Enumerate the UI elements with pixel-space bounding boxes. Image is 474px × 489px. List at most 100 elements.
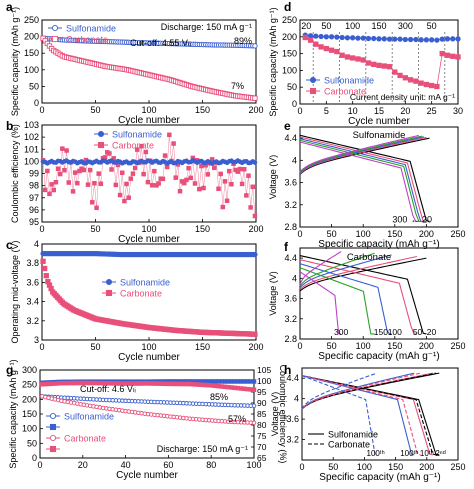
data-point	[164, 164, 170, 170]
data-point	[429, 37, 435, 43]
data-point	[429, 82, 435, 89]
legend-label-carbonate: Carbonate	[64, 434, 106, 444]
charge-curve-150	[299, 135, 423, 173]
x-tick-label: 100	[356, 229, 371, 239]
data-point	[455, 36, 461, 42]
y-tick-label: 250	[282, 15, 297, 25]
x-tick-label: 0	[299, 462, 304, 472]
x-tick-label: 50	[327, 341, 337, 351]
panel-letter-f: f	[284, 240, 289, 254]
panel-letter-a: a	[6, 0, 13, 14]
legend-label-carbonate: Carbonate	[112, 141, 154, 151]
data-point	[444, 52, 451, 58]
carbonate-trace	[42, 134, 256, 216]
discharge-curve-150	[299, 267, 375, 335]
data-point	[450, 53, 456, 59]
curve-label: 100ᵗʰ	[367, 449, 385, 458]
y-tick-label: 96	[29, 205, 39, 215]
data-point	[307, 33, 314, 39]
y-axis-label: Voltage (V)	[270, 392, 280, 437]
y-tick-label: 200	[282, 32, 297, 42]
x-tick-label: 100	[141, 105, 156, 115]
rate-label: 20	[301, 21, 311, 31]
annotation-300: 300	[392, 215, 407, 225]
data-point	[212, 165, 217, 171]
data-point	[318, 44, 324, 50]
data-point	[113, 182, 119, 188]
data-point	[122, 198, 127, 204]
data-point	[434, 83, 440, 90]
x-tick-label: 20	[400, 106, 410, 116]
data-point	[386, 36, 393, 42]
discharge-curve	[301, 375, 437, 456]
data-point	[355, 35, 361, 41]
data-point	[43, 273, 49, 279]
x-tick-label: 40	[121, 460, 131, 470]
data-point	[145, 179, 151, 185]
rate-label: 50	[321, 21, 331, 31]
data-point	[423, 81, 430, 88]
data-point	[216, 186, 221, 192]
y-tick-label: 3.6	[284, 178, 297, 188]
data-point	[53, 179, 59, 185]
y-tick-label: 100	[24, 156, 39, 166]
y-tick-label: 150	[24, 48, 39, 58]
data-point	[60, 146, 65, 151]
y-axis-label: Specific capacity (mAh g⁻¹)	[10, 7, 20, 116]
y-axis-label: Voltage (V)	[268, 271, 278, 316]
x-tick-label: 5	[324, 106, 329, 116]
data-point	[177, 188, 183, 194]
y-axis-label: Coulombic efficiency (%)	[10, 124, 20, 223]
curve-label: 100	[388, 327, 402, 337]
data-point	[239, 181, 245, 187]
plot-frame	[299, 247, 459, 340]
data-point	[222, 179, 228, 184]
y-axis-label: Specific capacity (mAh g⁻¹)	[268, 7, 278, 116]
x-axis-label: Cycle number	[118, 115, 180, 126]
panel-letter-h: h	[284, 363, 291, 377]
data-point	[186, 165, 191, 171]
data-point	[49, 434, 57, 442]
plot-frame	[301, 367, 459, 461]
chart-panel-g: 0 20 40 60 80 100 0 50 100 150 200 250 300 Cycle numb…	[8, 359, 288, 481]
data-point	[130, 171, 136, 176]
data-point	[226, 168, 232, 174]
data-point	[124, 181, 129, 187]
data-point	[439, 36, 445, 42]
data-point	[323, 34, 329, 40]
data-point	[407, 77, 414, 83]
annotation-discharge: Discharge: 150 mA g⁻¹	[161, 22, 252, 32]
charge-curve-150	[299, 252, 375, 287]
y-tick-label: 4	[294, 394, 299, 404]
charge-curve-100	[299, 254, 392, 289]
charge-curve-100	[299, 136, 424, 174]
data-point	[371, 61, 377, 68]
y-tick-label: 4.4	[286, 373, 299, 383]
data-point	[220, 204, 226, 210]
data-point	[143, 149, 149, 155]
y-right-tick-label: 95	[257, 387, 267, 397]
y-right-tick-label: 105	[257, 365, 271, 375]
curve-label: 150	[374, 327, 388, 337]
data-point	[413, 36, 419, 43]
data-point	[57, 171, 63, 177]
annotation-cutoff: Cut-off: 4.55 Vₗᵢ	[130, 38, 191, 48]
x-tick-label: 50	[328, 462, 338, 472]
data-point	[360, 57, 366, 63]
data-point	[392, 36, 398, 42]
y-tick-label: 100	[22, 424, 37, 434]
y-tick-label: 3.4	[26, 297, 39, 307]
data-point	[152, 168, 157, 174]
data-point	[376, 36, 382, 42]
panel-f-title: Carbonate	[347, 252, 391, 263]
data-point	[252, 251, 258, 258]
y-tick-label: 102	[24, 132, 39, 142]
y-tick-label: 99	[29, 169, 39, 179]
x-tick-label: 250	[450, 229, 465, 239]
data-point	[87, 167, 93, 173]
data-point	[117, 192, 123, 198]
charge-curve	[301, 372, 421, 410]
y-axis-label: Voltage (V)	[268, 155, 278, 200]
data-point	[252, 331, 258, 337]
